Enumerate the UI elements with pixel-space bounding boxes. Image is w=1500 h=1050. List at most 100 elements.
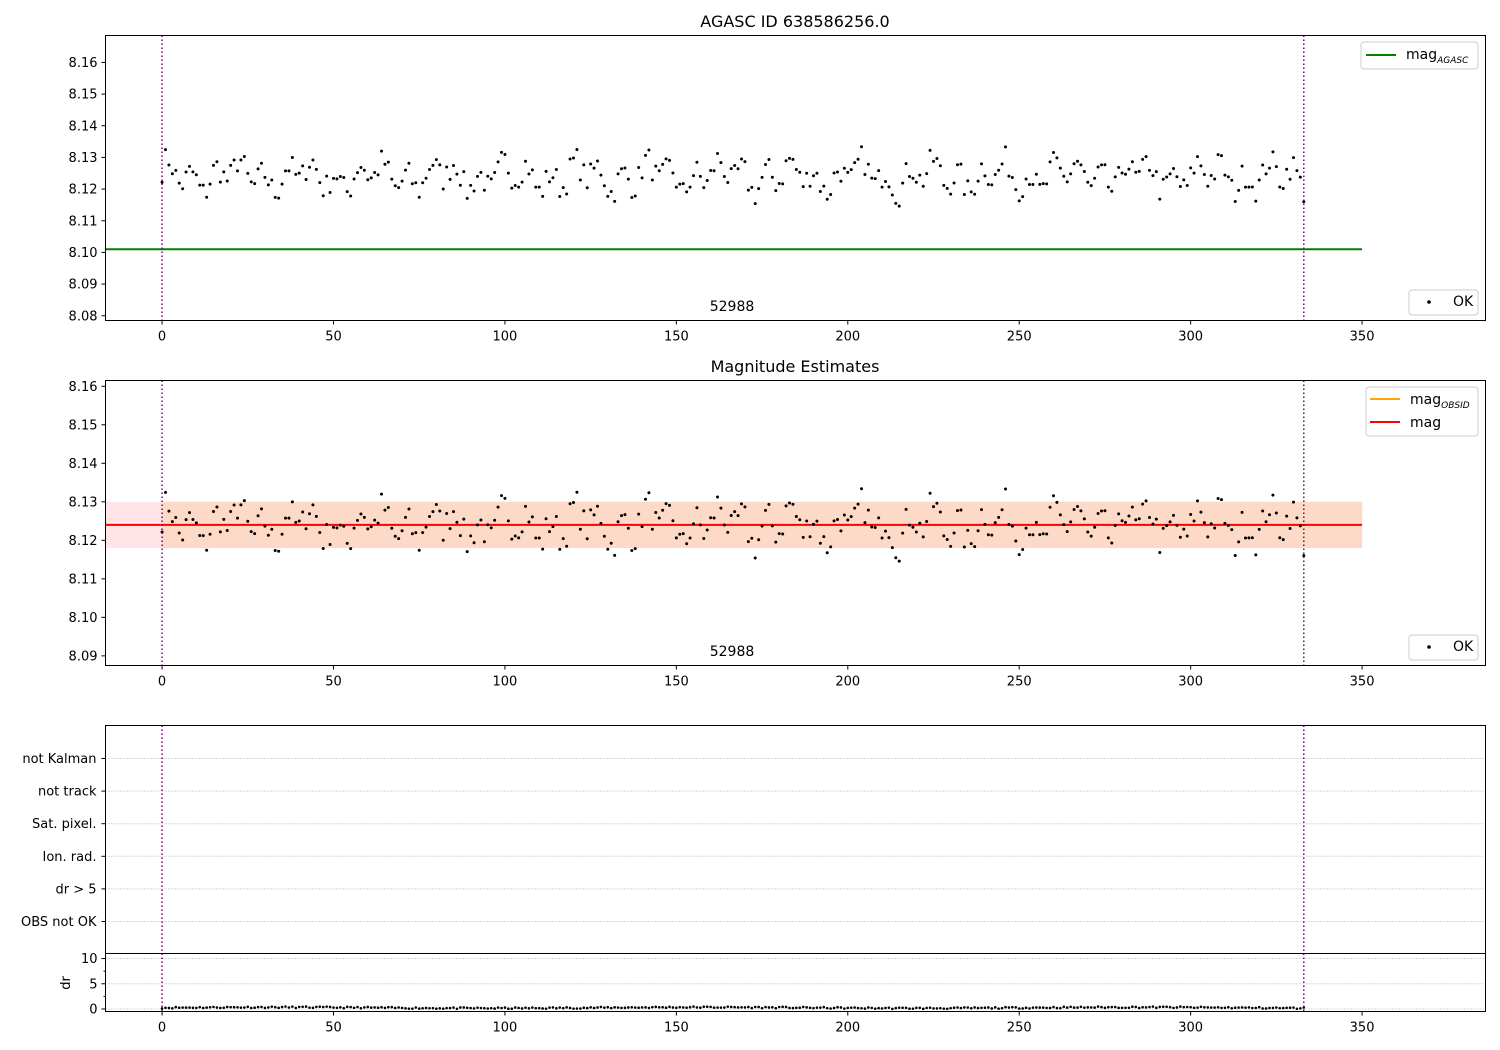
dr-point bbox=[1281, 1006, 1285, 1010]
agasc-point bbox=[873, 177, 877, 181]
agasc-point bbox=[949, 192, 953, 196]
agasc-point bbox=[345, 190, 349, 194]
agasc-point bbox=[1100, 163, 1103, 167]
estimates-panel: Magnitude Estimates 0 50 100 150 200 250 300 35… bbox=[69, 357, 1486, 690]
dr-point bbox=[507, 1007, 510, 1011]
dr-point bbox=[253, 1006, 256, 1009]
estimates-point bbox=[184, 518, 188, 522]
agasc-point bbox=[544, 169, 548, 173]
estimates-point bbox=[1041, 532, 1045, 536]
dr-point bbox=[177, 1006, 181, 1010]
dr-point bbox=[1072, 1006, 1076, 1009]
dr-point bbox=[764, 1005, 767, 1009]
estimates-point bbox=[585, 537, 589, 541]
flag-label: not track bbox=[38, 785, 97, 800]
estimates-point bbox=[1086, 530, 1090, 534]
dr-point bbox=[448, 1006, 452, 1010]
agasc-point bbox=[465, 196, 469, 200]
agasc-point bbox=[664, 157, 668, 161]
estimates-point bbox=[167, 509, 171, 513]
dr-point bbox=[459, 1006, 462, 1009]
agasc-point bbox=[256, 167, 260, 171]
dr-point bbox=[479, 1006, 483, 1010]
agasc-point bbox=[794, 168, 798, 172]
estimates-point bbox=[774, 540, 778, 544]
agasc-point bbox=[945, 186, 949, 190]
estimates-point bbox=[1220, 498, 1223, 502]
agasc-point bbox=[657, 169, 661, 173]
agasc-point bbox=[191, 170, 195, 174]
agasc-point bbox=[1048, 160, 1052, 164]
estimates-point bbox=[575, 490, 579, 494]
dr-point bbox=[428, 1006, 431, 1010]
estimates-point bbox=[284, 516, 287, 520]
agasc-point bbox=[880, 185, 884, 189]
agasc-point bbox=[993, 173, 997, 177]
estimates-point bbox=[976, 529, 980, 533]
agasc-point bbox=[729, 167, 733, 171]
dr-point bbox=[352, 1006, 356, 1010]
agasc-point bbox=[1154, 170, 1158, 174]
estimates-ytick-label-8.15: 8.15 bbox=[69, 418, 98, 433]
agasc-point bbox=[1117, 165, 1121, 169]
dr-point bbox=[1059, 1006, 1062, 1010]
estimates-point bbox=[1182, 527, 1186, 531]
agasc-point bbox=[1065, 180, 1069, 184]
agasc-point bbox=[462, 170, 466, 174]
dr-point bbox=[342, 1006, 346, 1010]
dr-point bbox=[963, 1006, 966, 1009]
dr-point bbox=[579, 1007, 582, 1010]
agasc-point bbox=[198, 183, 202, 187]
agasc-point bbox=[801, 185, 805, 189]
dr-point bbox=[822, 1005, 826, 1009]
estimates-point bbox=[746, 540, 750, 544]
agasc-xtick-label-250: 250 bbox=[1007, 330, 1032, 345]
agasc-point bbox=[935, 157, 939, 161]
agasc-point bbox=[431, 163, 435, 167]
agasc-point bbox=[856, 157, 860, 161]
dr-xtick-label-150: 150 bbox=[664, 1021, 689, 1036]
dr-point bbox=[181, 1006, 184, 1009]
agasc-point bbox=[969, 190, 973, 194]
dr-point bbox=[640, 1006, 644, 1009]
estimates-point bbox=[1151, 522, 1155, 526]
legend-box bbox=[1408, 634, 1479, 661]
estimates-point bbox=[188, 511, 191, 515]
agasc-point bbox=[510, 186, 514, 190]
estimates-point bbox=[366, 527, 370, 531]
dr-point bbox=[750, 1006, 754, 1010]
estimates-point bbox=[801, 535, 805, 539]
dr-point bbox=[373, 1006, 376, 1009]
dr-point bbox=[935, 1007, 939, 1010]
agasc-point bbox=[414, 181, 418, 185]
dr-point bbox=[243, 1006, 246, 1009]
flag-label: OBS not OK bbox=[21, 915, 97, 930]
agasc-point bbox=[599, 173, 603, 177]
estimates-point bbox=[664, 502, 668, 506]
estimates-point bbox=[541, 547, 545, 551]
dr-point bbox=[297, 1005, 301, 1009]
agasc-point bbox=[554, 167, 558, 171]
agasc-point bbox=[692, 174, 695, 178]
estimates-point bbox=[873, 526, 877, 530]
agasc-point bbox=[1288, 177, 1292, 181]
dr-point bbox=[311, 1006, 315, 1010]
agasc-point bbox=[249, 180, 253, 184]
dr-point bbox=[729, 1005, 733, 1009]
dr-point bbox=[208, 1005, 212, 1009]
dr-point bbox=[1271, 1006, 1275, 1010]
dr-point bbox=[733, 1005, 736, 1009]
dr-point bbox=[572, 1007, 575, 1010]
agasc-point bbox=[404, 168, 407, 172]
estimates-point bbox=[1240, 510, 1244, 514]
dr-point bbox=[1175, 1006, 1179, 1009]
estimates-point bbox=[1127, 514, 1131, 518]
agasc-point bbox=[1076, 159, 1079, 163]
estimates-point bbox=[805, 519, 809, 523]
agasc-point bbox=[952, 181, 956, 185]
agasc-point bbox=[596, 159, 599, 163]
agasc-point bbox=[1209, 173, 1213, 177]
estimates-point bbox=[1141, 502, 1145, 506]
dr-point bbox=[503, 1006, 507, 1009]
agasc-point bbox=[242, 154, 246, 158]
